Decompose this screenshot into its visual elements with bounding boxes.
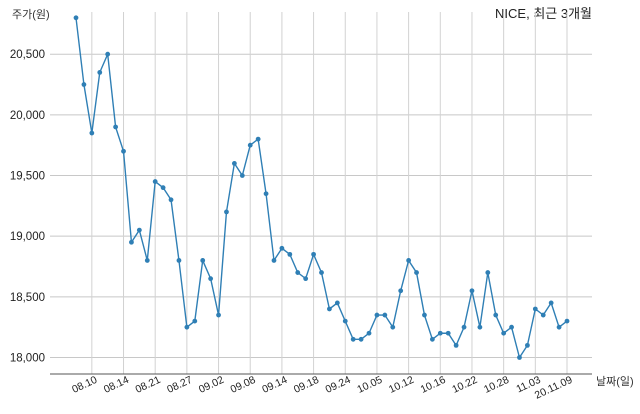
data-point <box>429 336 435 342</box>
series-line <box>75 17 568 360</box>
data-point <box>263 191 269 197</box>
data-point <box>129 239 134 245</box>
x-tick-label: 09.08 <box>229 374 258 396</box>
y-axis-label: 주가(원) <box>12 8 50 21</box>
data-point <box>350 336 356 342</box>
x-tick-label: 09.02 <box>197 374 226 396</box>
x-tick-label: 10.16 <box>419 374 448 396</box>
data-point <box>144 258 150 263</box>
data-point <box>327 306 332 312</box>
y-tick-label: 20,500 <box>10 49 45 61</box>
data-point <box>255 136 261 142</box>
data-point <box>303 276 309 282</box>
data-point <box>89 130 95 136</box>
x-tick-label: 10.22 <box>450 374 479 396</box>
data-point <box>113 124 118 130</box>
data-point <box>168 197 174 203</box>
data-point <box>461 324 467 330</box>
y-tick-label: 19,000 <box>10 231 45 243</box>
data-point <box>160 185 166 191</box>
data-point <box>509 324 514 330</box>
data-point <box>105 51 111 57</box>
data-point <box>342 318 348 324</box>
data-point <box>540 312 546 318</box>
data-point <box>414 270 419 275</box>
data-point <box>564 318 570 324</box>
data-point <box>548 300 554 306</box>
data-point <box>422 312 427 318</box>
data-point <box>73 15 79 21</box>
y-tick-label: 18,500 <box>10 292 45 304</box>
data-point <box>390 324 396 330</box>
data-point <box>532 306 538 312</box>
data-point <box>97 69 103 75</box>
data-point <box>121 148 126 154</box>
y-tick-label: 19,500 <box>10 171 45 183</box>
data-point <box>295 270 301 275</box>
x-tick-label: 08.14 <box>102 374 131 396</box>
data-point <box>477 324 483 330</box>
chart-title: NICE, 최근 3개월 <box>495 6 592 21</box>
data-point <box>485 270 491 275</box>
data-point <box>152 179 158 184</box>
x-axis-label: 날짜(일) <box>596 374 634 388</box>
data-point <box>216 312 221 318</box>
data-point <box>184 324 190 330</box>
data-point <box>136 227 142 233</box>
x-tick-label: 08.10 <box>70 374 99 396</box>
data-point <box>437 330 443 336</box>
x-tick-label: 10.28 <box>482 374 511 396</box>
data-point <box>176 258 182 263</box>
data-point <box>279 245 285 251</box>
x-tick-label: 08.21 <box>134 374 163 396</box>
y-ticks: 18,000 18,500 19,000 19,500 20,000 20,500 <box>10 49 45 364</box>
data-point <box>81 82 87 87</box>
data-point <box>224 209 229 215</box>
data-point <box>208 276 214 282</box>
data-point <box>239 173 245 178</box>
data-point <box>358 336 364 342</box>
data-point <box>334 300 340 306</box>
x-tick-label: 10.05 <box>355 374 384 396</box>
data-point <box>247 142 253 148</box>
y-tick-label: 18,000 <box>10 353 45 365</box>
data-point <box>469 288 475 294</box>
data-point <box>501 330 507 336</box>
grid <box>50 12 592 374</box>
data-point <box>493 312 499 318</box>
data-point <box>231 160 237 166</box>
data-point <box>382 312 388 318</box>
data-point <box>525 342 530 348</box>
data-point <box>517 355 522 360</box>
x-tick-label: 09.14 <box>260 374 289 396</box>
data-point <box>287 251 293 257</box>
y-tick-label: 20,000 <box>10 110 45 122</box>
x-tick-label: 09.24 <box>324 374 353 396</box>
data-point <box>445 330 451 336</box>
data-point <box>200 258 206 263</box>
x-tick-label: 09.18 <box>292 374 321 396</box>
x-ticks: 08.10 08.14 08.21 08.27 09.02 09.08 09.14 09.18… <box>70 374 574 402</box>
data-point <box>398 288 404 294</box>
data-point <box>319 270 324 275</box>
series-group <box>73 15 570 360</box>
data-point <box>366 330 372 336</box>
data-point <box>311 251 316 257</box>
data-point <box>271 258 277 263</box>
data-point <box>453 342 459 348</box>
data-point <box>556 324 562 330</box>
data-point <box>406 258 412 263</box>
data-point <box>192 318 198 324</box>
x-tick-label: 08.27 <box>165 374 194 396</box>
data-point <box>374 312 380 318</box>
x-tick-label: 10.12 <box>387 374 416 396</box>
